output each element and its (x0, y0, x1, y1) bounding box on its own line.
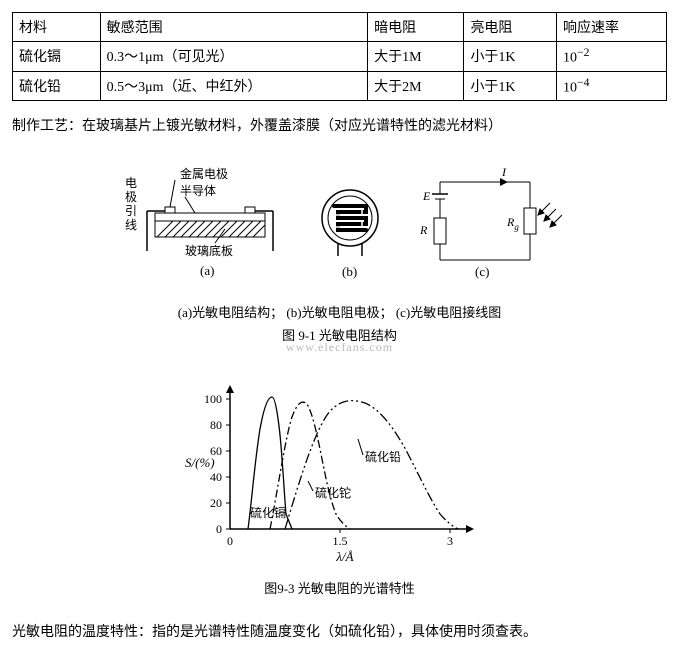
xtick-3: 3 (447, 534, 453, 548)
fig2-title: 图9-3 光敏电阻的光谱特性 (12, 578, 667, 597)
semiconductor-label: 半导体 (180, 184, 216, 198)
cell-range: 0.3～1μm（可见光） (100, 42, 368, 72)
cell-dark: 大于1M (368, 42, 464, 72)
process-note: 制作工艺：在玻璃基片上镀光敏材料，外覆盖漆膜（对应光谱特性的滤光材料） (12, 115, 667, 135)
materials-table: 材料 敏感范围 暗电阻 亮电阻 响应速率 硫化镉 0.3～1μm（可见光） 大于… (12, 12, 667, 101)
rg-label: Rg (506, 215, 519, 232)
xtick-0: 0 (227, 534, 233, 548)
figure-9-1: 电 极 引 线 金属电极 半导体 (12, 153, 667, 355)
col-light: 亮电阻 (464, 13, 557, 42)
panel-b-tag: (b) (342, 264, 357, 279)
panel-a-tag: (a) (200, 263, 214, 278)
fig1-svg: 电 极 引 线 金属电极 半导体 (110, 153, 570, 293)
xlabel: λ/Å (335, 549, 353, 564)
ylabel: S/(%) (185, 455, 215, 470)
temperature-note: 光敏电阻的温度特性：指的是光谱特性随温度变化（如硫化铅），具体使用时须查表。 (12, 621, 667, 641)
pbs-label: 硫化铅 (365, 449, 401, 464)
col-dark: 暗电阻 (368, 13, 464, 42)
ytick-80: 80 (210, 418, 222, 432)
cell-dark: 大于2M (368, 71, 464, 101)
cell-range: 0.5～3μm（近、中红外） (100, 71, 368, 101)
panel-a: 电 极 引 线 金属电极 半导体 (125, 166, 273, 278)
fig2-svg: 0 20 40 60 80 100 0 1.5 3 S/(%) λ/Å 硫化镉 … (175, 379, 505, 569)
lead-label-2: 极 (125, 190, 137, 204)
cell-response: 10−2 (557, 42, 667, 72)
table-row: 硫化镉 0.3～1μm（可见光） 大于1M 小于1K 10−2 (13, 42, 667, 72)
metal-electrode-label: 金属电极 (180, 166, 228, 181)
panel-b: (b) (322, 190, 378, 279)
cell-material: 硫化铅 (13, 71, 101, 101)
fig1-caption-line: (a)光敏电阻结构； (b)光敏电阻电极； (c)光敏电阻接线图 (12, 302, 667, 321)
rr-label: R (419, 223, 428, 237)
ytick-0: 0 (216, 522, 222, 536)
table-row: 硫化铅 0.5～3μm（近、中红外） 大于2M 小于1K 10−4 (13, 71, 667, 101)
figure-9-3: 0 20 40 60 80 100 0 1.5 3 S/(%) λ/Å 硫化镉 … (12, 379, 667, 597)
e-label: E (422, 189, 431, 203)
xtick-15: 1.5 (332, 534, 347, 548)
panel-c-tag: (c) (475, 264, 489, 279)
col-range: 敏感范围 (100, 13, 368, 42)
i-label: I (501, 165, 507, 179)
lead-label-3: 引 (125, 204, 137, 218)
col-material: 材料 (13, 13, 101, 42)
cdte-label: 硫化铊 (315, 485, 351, 500)
cell-light: 小于1K (464, 71, 557, 101)
cds-label: 硫化镉 (250, 505, 286, 520)
curve-pbs (285, 401, 458, 529)
cell-light: 小于1K (464, 42, 557, 72)
watermark: www.elecfans.com (12, 340, 667, 355)
col-response: 响应速率 (557, 13, 667, 42)
cell-response: 10−4 (557, 71, 667, 101)
ytick-40: 40 (210, 470, 222, 484)
ytick-100: 100 (204, 392, 222, 406)
ytick-20: 20 (210, 496, 222, 510)
lead-label-1: 电 (125, 176, 137, 190)
lead-label-4: 线 (125, 218, 137, 232)
cell-material: 硫化镉 (13, 42, 101, 72)
panel-c: I E R Rg (419, 165, 562, 279)
glass-base-label: 玻璃底板 (185, 243, 233, 258)
